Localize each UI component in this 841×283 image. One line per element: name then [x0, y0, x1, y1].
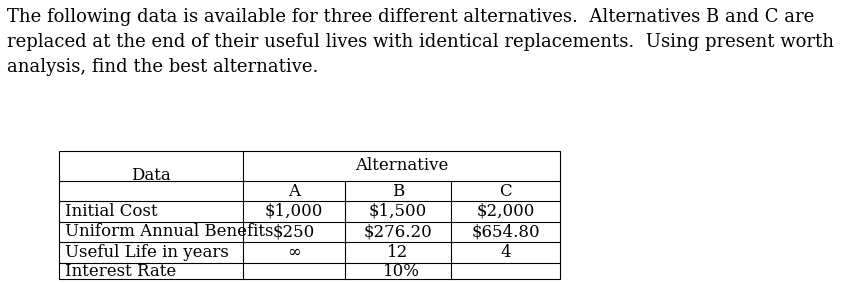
Text: $654.80: $654.80: [471, 224, 540, 241]
Text: $2,000: $2,000: [476, 203, 535, 220]
Text: $1,500: $1,500: [368, 203, 427, 220]
Text: C: C: [500, 183, 512, 200]
Text: Initial Cost: Initial Cost: [65, 203, 158, 220]
Text: 12: 12: [387, 244, 409, 261]
Text: $276.20: $276.20: [363, 224, 432, 241]
Text: Alternative: Alternative: [355, 158, 448, 175]
Text: $250: $250: [272, 224, 315, 241]
Text: The following data is available for three different alternatives.  Alternatives : The following data is available for thre…: [7, 8, 833, 76]
Text: 4: 4: [500, 244, 511, 261]
Text: 10%: 10%: [383, 263, 420, 280]
Text: Interest Rate: Interest Rate: [65, 263, 177, 280]
Bar: [59, 151, 560, 279]
Text: Useful Life in years: Useful Life in years: [65, 244, 229, 261]
Text: B: B: [392, 183, 404, 200]
Text: $1,000: $1,000: [265, 203, 323, 220]
Text: ∞: ∞: [287, 244, 301, 261]
Text: Uniform Annual Benefits: Uniform Annual Benefits: [65, 224, 273, 241]
Text: Data: Data: [131, 168, 171, 185]
Text: A: A: [288, 183, 300, 200]
